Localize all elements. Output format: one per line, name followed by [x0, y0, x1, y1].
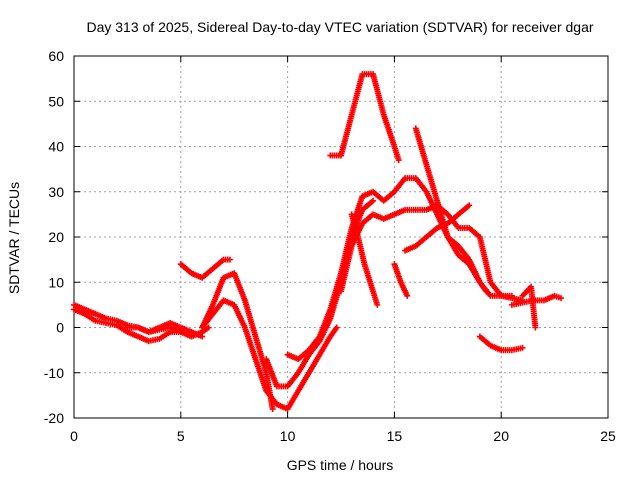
- y-tick-label: 0: [56, 320, 64, 336]
- series-arc-4: [177, 256, 233, 281]
- y-axis: -20 -10 0 10 20 30 40 50 60: [44, 48, 608, 426]
- data-point: [370, 197, 377, 204]
- x-tick-label: 0: [70, 428, 78, 444]
- data-point: [558, 295, 565, 302]
- data-point: [519, 344, 526, 351]
- series-arc-3: [124, 319, 206, 340]
- series-arc-11: [348, 211, 381, 308]
- y-tick-label: -10: [44, 365, 64, 381]
- data-point: [269, 405, 276, 412]
- series-arc-17: [519, 283, 539, 331]
- y-tick-label: 10: [48, 274, 64, 290]
- y-tick-label: -20: [44, 410, 64, 426]
- y-tick-label: 30: [48, 184, 64, 200]
- x-tick-label: 5: [177, 428, 185, 444]
- series-arc-14: [402, 202, 473, 254]
- data-point: [374, 301, 381, 308]
- x-tick-label: 10: [280, 428, 296, 444]
- data-point: [404, 292, 411, 299]
- data-point: [395, 157, 402, 164]
- data-points: [71, 71, 565, 412]
- data-point: [205, 324, 212, 331]
- y-tick-label: 20: [48, 229, 64, 245]
- data-point: [466, 202, 473, 209]
- data-point: [199, 333, 206, 340]
- y-tick-label: 50: [48, 93, 64, 109]
- series-arc-12: [391, 261, 411, 299]
- series-arc-13: [412, 125, 490, 295]
- series-arc-9: [327, 71, 402, 164]
- x-tick-label: 20: [493, 428, 509, 444]
- data-point: [226, 256, 233, 263]
- series-arc-6: [199, 297, 340, 412]
- y-axis-label: SDTVAR / TECUs: [6, 182, 22, 294]
- series-arc-2: [71, 306, 184, 345]
- series-arc-15: [476, 333, 526, 354]
- data-point: [483, 288, 490, 295]
- x-tick-label: 25: [600, 428, 616, 444]
- data-point: [333, 324, 340, 331]
- y-tick-label: 40: [48, 139, 64, 155]
- x-axis-label: GPS time / hours: [287, 457, 394, 473]
- y-tick-label: 60: [48, 48, 64, 64]
- x-tick-label: 15: [387, 428, 403, 444]
- series-arc-10: [338, 202, 526, 304]
- chart-title: Day 313 of 2025, Sidereal Day-to-day VTE…: [86, 19, 593, 35]
- data-point: [532, 324, 539, 331]
- grid-lines: [74, 56, 608, 418]
- x-axis: 0 5 10 15 20 25: [70, 56, 616, 444]
